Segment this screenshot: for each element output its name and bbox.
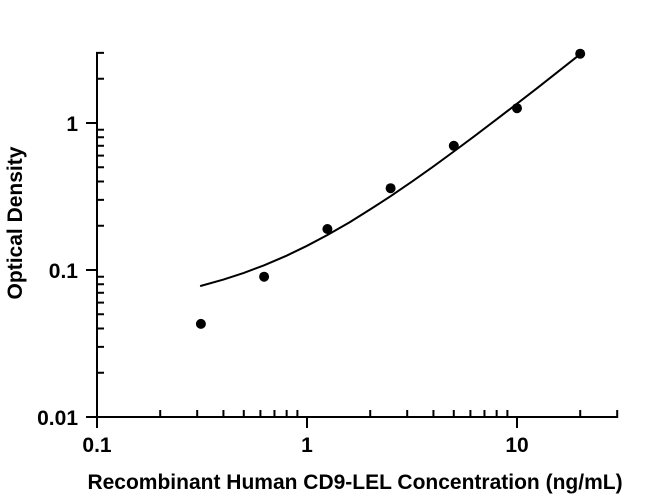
data-point (259, 271, 270, 282)
data-point (448, 140, 459, 151)
data-point (575, 48, 586, 59)
data-point (385, 183, 396, 194)
y-axis-title: Optical Density (4, 146, 27, 300)
y-tick-label: 1 (66, 113, 78, 136)
data-point (512, 103, 522, 114)
x-tick-label: 0.1 (82, 434, 112, 457)
data-point (195, 318, 206, 329)
y-tick-label: 0.1 (49, 260, 79, 283)
data-point (322, 224, 333, 234)
x-tick-label: 1 (301, 434, 313, 457)
y-tick-label: 0.01 (37, 407, 78, 430)
x-axis-title: Recombinant Human CD9-LEL Concentration … (87, 471, 623, 494)
fit-curve (199, 53, 582, 287)
x-tick-label: 10 (505, 434, 528, 457)
